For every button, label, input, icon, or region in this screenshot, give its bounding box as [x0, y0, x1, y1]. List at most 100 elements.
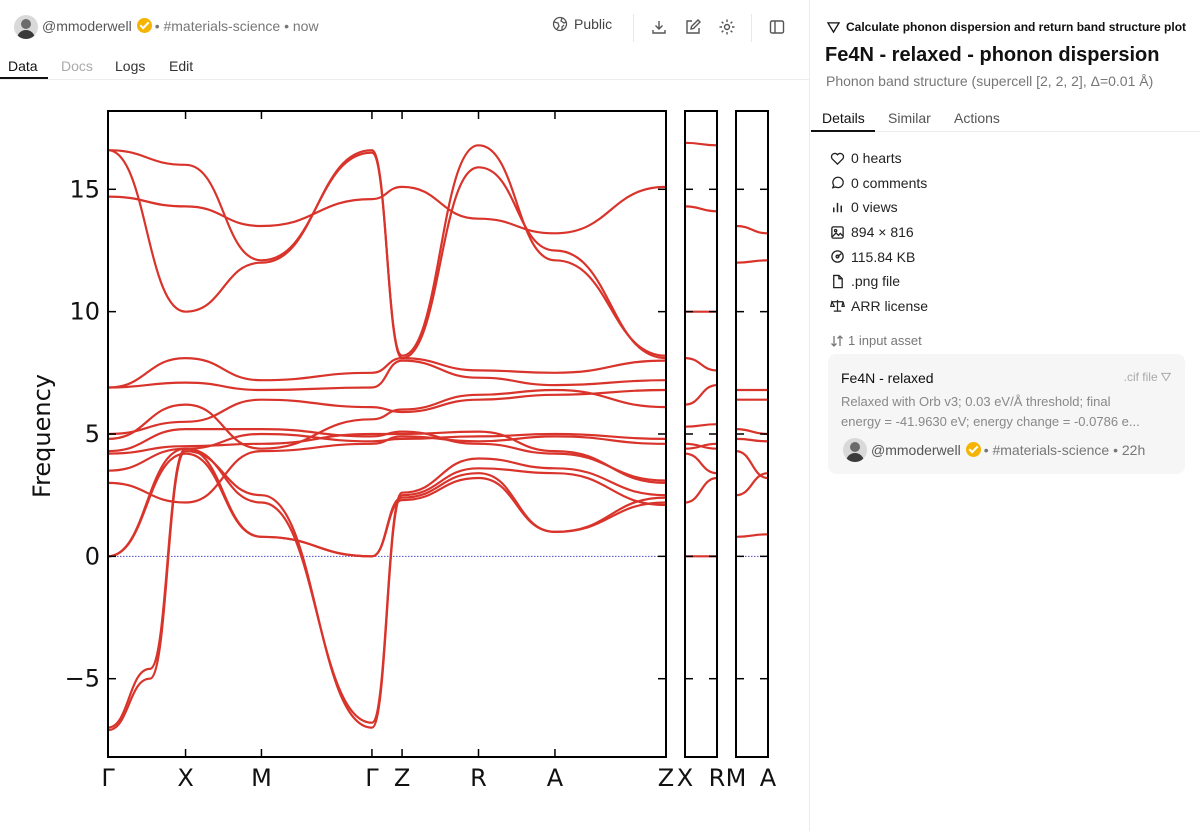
phonon-band: [107, 185, 667, 235]
tab-logs[interactable]: Logs: [115, 58, 146, 74]
y-tick-label: 15: [69, 175, 100, 203]
visibility-button[interactable]: Public: [552, 16, 612, 32]
asset-tabs: Data Docs Logs Edit: [0, 50, 810, 80]
phonon-band: [735, 450, 769, 480]
edit-icon[interactable]: [684, 18, 702, 36]
phonon-band: [684, 476, 718, 504]
tab-details[interactable]: Details: [822, 110, 865, 126]
x-tick-label: A: [547, 764, 564, 792]
sort-arrows-icon: [831, 334, 843, 347]
asset-stats: 0 hearts 0 comments 0 views 894 × 816 11…: [830, 146, 928, 318]
hearts-stat[interactable]: 0 hearts: [830, 146, 928, 171]
phonon-band: [107, 427, 667, 482]
scale-icon: [830, 300, 845, 313]
asset-subtitle: Phonon band structure (supercell [2, 2, …: [826, 73, 1154, 89]
asset-header: @mmoderwell • #materials-science • now Pu…: [0, 4, 810, 48]
filter-icon: [827, 21, 840, 33]
tab-edit[interactable]: Edit: [169, 58, 194, 74]
phonon-band: [107, 447, 667, 729]
task-header[interactable]: Calculate phonon dispersion and return b…: [827, 20, 1186, 34]
verified-badge-icon: [965, 442, 981, 457]
input-asset-card[interactable]: Fe4N - relaxed .cif file Relaxed with Or…: [828, 354, 1185, 474]
image-icon: [831, 225, 844, 239]
input-asset-author: @mmoderwell • #materials-science • 22h: [871, 442, 1146, 458]
filter-icon: [1160, 372, 1172, 382]
phonon-band: [684, 384, 718, 406]
views-stat: 0 views: [830, 195, 928, 220]
visibility-label: Public: [574, 16, 613, 32]
phonon-band: [107, 449, 667, 732]
download-icon[interactable]: [650, 18, 668, 36]
phonon-band: [107, 359, 667, 392]
globe-icon: [552, 16, 568, 32]
details-sidebar: Calculate phonon dispersion and return b…: [811, 0, 1200, 831]
y-tick-label: 10: [69, 298, 100, 326]
divider: [751, 14, 752, 42]
phonon-band: [735, 437, 769, 443]
phonon-band: [735, 259, 769, 264]
phonon-band: [735, 224, 769, 235]
x-tick-label: R: [709, 764, 726, 792]
phonon-band: [684, 141, 718, 147]
tab-data[interactable]: Data: [8, 58, 38, 74]
x-tick-label: M: [726, 764, 747, 792]
tab-actions[interactable]: Actions: [954, 110, 1000, 126]
divider: [633, 14, 634, 42]
phonon-band: [684, 205, 718, 213]
tab-similar[interactable]: Similar: [888, 110, 931, 126]
phonon-band: [684, 423, 718, 428]
heart-icon: [830, 152, 845, 165]
x-tick-label: Γ: [101, 764, 115, 792]
phonon-band: [107, 356, 667, 389]
main-pane: @mmoderwell • #materials-science • now Pu…: [0, 0, 810, 831]
sidebar-toggle-icon[interactable]: [768, 18, 786, 36]
filetype-stat: .png file: [830, 269, 928, 294]
detail-tabs: Details Similar Actions: [811, 104, 1200, 132]
x-tick-label: R: [470, 764, 487, 792]
bar-chart-icon: [833, 202, 842, 213]
y-tick-label: 0: [85, 542, 100, 570]
file-icon: [833, 274, 843, 289]
x-tick-label: Γ: [365, 764, 379, 792]
dimensions-stat: 894 × 816: [830, 220, 928, 245]
task-title: Calculate phonon dispersion and return b…: [846, 20, 1187, 34]
size-stat: 115.84 KB: [830, 244, 928, 269]
phonon-band: [684, 442, 718, 450]
comment-icon: [831, 177, 844, 189]
x-tick-label: A: [760, 764, 777, 792]
phonon-band: [735, 472, 769, 497]
license-stat: ARR license: [830, 294, 928, 319]
page-title: Fe4N - relaxed - phonon dispersion: [825, 44, 1160, 66]
phonon-band: [107, 432, 667, 472]
gear-icon[interactable]: [718, 18, 736, 36]
phonon-band: [684, 357, 718, 372]
avatar[interactable]: [14, 15, 38, 39]
phonon-band: [107, 149, 667, 360]
disk-icon: [831, 250, 844, 263]
comments-stat[interactable]: 0 comments: [830, 171, 928, 196]
asset-meta: • #materials-science • now: [154, 18, 319, 34]
y-tick-label: 5: [85, 420, 100, 448]
phonon-band: [684, 452, 718, 475]
input-assets-label: 1 input asset: [830, 333, 922, 348]
phonon-band: [735, 533, 769, 538]
phonon-band: [107, 388, 667, 450]
username-link[interactable]: @mmoderwell: [42, 18, 132, 34]
username-link[interactable]: @mmoderwell: [871, 442, 961, 458]
y-tick-label: −5: [65, 665, 100, 693]
avatar[interactable]: [843, 438, 867, 462]
phonon-band: [107, 452, 667, 558]
input-asset-title: Fe4N - relaxed: [841, 370, 934, 386]
input-asset-type: .cif file: [1124, 370, 1172, 384]
x-tick-label: X: [177, 764, 193, 792]
input-asset-description: Relaxed with Orb v3; 0.03 eV/Å threshold…: [841, 394, 1140, 429]
tab-docs[interactable]: Docs: [61, 58, 93, 74]
active-tab-indicator: [811, 130, 875, 132]
author-line: @mmoderwell • #materials-science • now: [42, 18, 319, 34]
x-tick-label: X: [677, 764, 693, 792]
phonon-band: [107, 388, 667, 436]
